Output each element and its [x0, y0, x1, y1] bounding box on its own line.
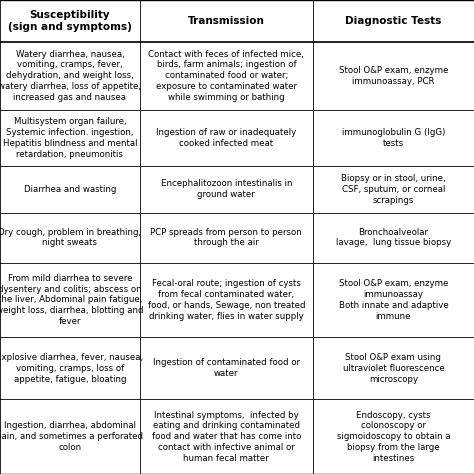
Text: Multisystem organ failure,
Systemic infection. ingestion,
Hepatitis blindness an: Multisystem organ failure, Systemic infe…	[3, 118, 137, 159]
Bar	[1, 110, 139, 166]
Bar	[1, 0, 139, 41]
Bar	[1, 167, 139, 212]
Bar	[1, 42, 139, 109]
Text: Susceptibility
(sign and symptoms): Susceptibility (sign and symptoms)	[8, 10, 132, 32]
Text: From mild diarrhea to severe
dysentery and colitis; abscess on
the liver, Abdomi: From mild diarrhea to severe dysentery a…	[0, 274, 144, 326]
Text: Dry cough, problem in breathing,
night sweats: Dry cough, problem in breathing, night s…	[0, 228, 141, 247]
Bar	[314, 167, 473, 212]
Text: Bronchoalveolar
lavage,  lung tissue biopsy: Bronchoalveolar lavage, lung tissue biop…	[336, 228, 451, 247]
Text: Contact with feces of infected mice,
birds, farm animals; ingestion of
contamina: Contact with feces of infected mice, bir…	[148, 50, 304, 102]
Text: Diarrhea and wasting: Diarrhea and wasting	[24, 185, 116, 194]
Text: Ingestion of raw or inadequately
cooked infected meat: Ingestion of raw or inadequately cooked …	[156, 128, 296, 148]
Text: Stool O&P exam, enzyme
immunoassay, PCR: Stool O&P exam, enzyme immunoassay, PCR	[339, 66, 448, 86]
Bar	[314, 337, 473, 399]
Bar	[141, 213, 312, 262]
Bar	[314, 263, 473, 337]
Text: Ingestion of contaminated food or
water: Ingestion of contaminated food or water	[153, 358, 300, 378]
Text: Fecal-oral route; ingestion of cysts
from fecal contaminated water,
food, or han: Fecal-oral route; ingestion of cysts fro…	[147, 279, 305, 320]
Bar	[141, 337, 312, 399]
Text: Ingestion, diarrhea, abdominal
pain, and sometimes a perforated
colon: Ingestion, diarrhea, abdominal pain, and…	[0, 421, 144, 452]
Text: Transmission: Transmission	[188, 16, 265, 26]
Bar	[1, 400, 139, 474]
Bar	[141, 167, 312, 212]
Text: immunoglobulin G (IgG)
tests: immunoglobulin G (IgG) tests	[342, 128, 445, 148]
Bar	[141, 0, 312, 41]
Text: Stool O&P exam using
ultraviolet fluorescence
microscopy: Stool O&P exam using ultraviolet fluores…	[343, 353, 444, 383]
Bar	[141, 400, 312, 474]
Bar	[314, 110, 473, 166]
Bar	[141, 110, 312, 166]
Bar	[314, 0, 473, 41]
Bar	[1, 213, 139, 262]
Text: Biopsy or in stool, urine,
CSF, sputum, or corneal
scrapings: Biopsy or in stool, urine, CSF, sputum, …	[341, 174, 446, 205]
Bar	[314, 213, 473, 262]
Text: Diagnostic Tests: Diagnostic Tests	[345, 16, 442, 26]
Text: Encephalitozoon intestinalis in
ground water: Encephalitozoon intestinalis in ground w…	[161, 180, 292, 199]
Bar	[141, 42, 312, 109]
Bar	[314, 42, 473, 109]
Text: Endoscopy, cysts
colonoscopy or
sigmoidoscopy to obtain a
biopsy from the large
: Endoscopy, cysts colonoscopy or sigmoido…	[337, 411, 450, 463]
Text: Stool O&P exam, enzyme
immunoassay
Both innate and adaptive
immune: Stool O&P exam, enzyme immunoassay Both …	[338, 279, 448, 320]
Text: PCP spreads from person to person
through the air: PCP spreads from person to person throug…	[150, 228, 302, 247]
Text: Watery diarrhea, nausea,
vomiting, cramps, fever,
dehydration, and weight loss,
: Watery diarrhea, nausea, vomiting, cramp…	[0, 50, 141, 102]
Text: Explosive diarrhea, fever, nausea,
vomiting, cramps, loss of
appetite, fatigue, : Explosive diarrhea, fever, nausea, vomit…	[0, 353, 144, 383]
Bar	[1, 263, 139, 337]
Bar	[141, 263, 312, 337]
Bar	[1, 337, 139, 399]
Text: Intestinal symptoms,  infected by
eating and drinking contaminated
food and wate: Intestinal symptoms, infected by eating …	[152, 411, 301, 463]
Bar	[314, 400, 473, 474]
